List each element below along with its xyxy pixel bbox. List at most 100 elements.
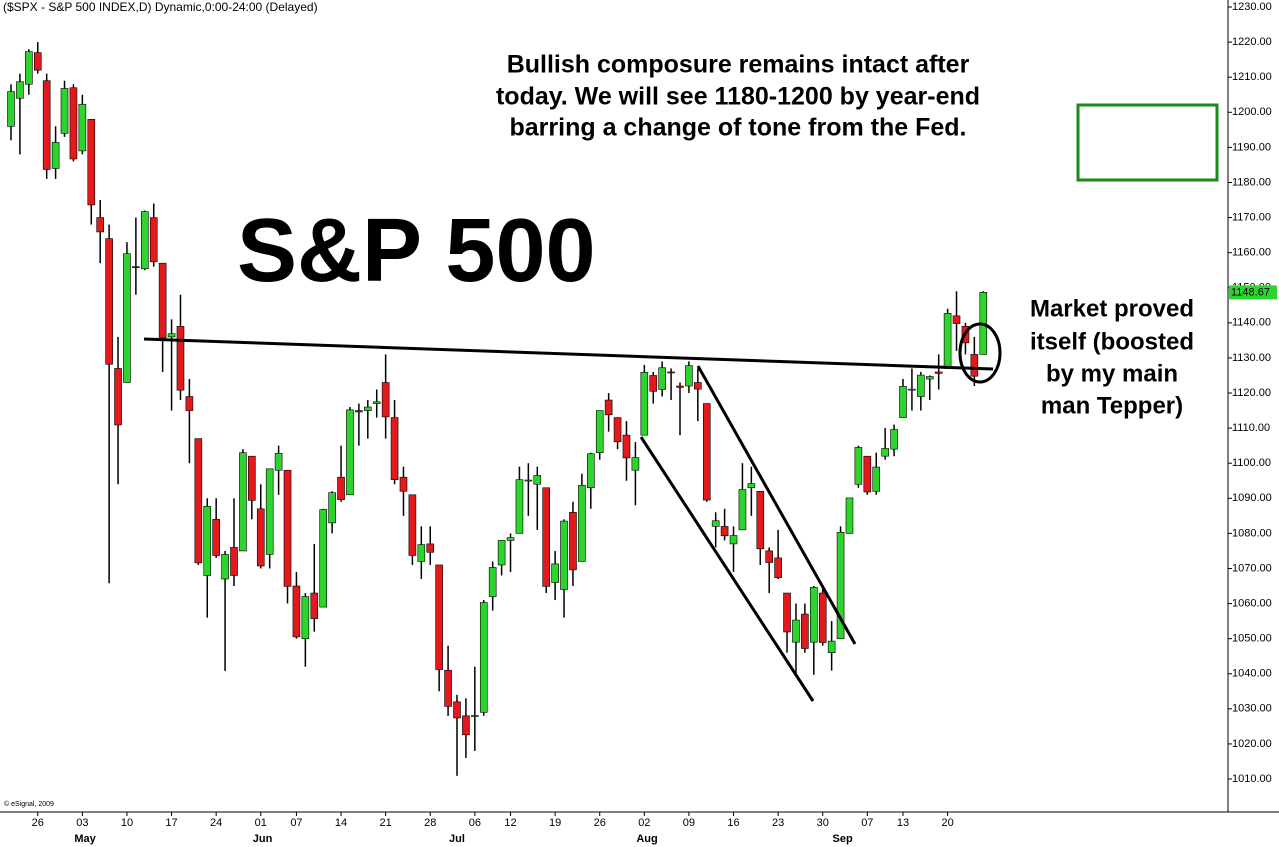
candle-body [578,485,586,562]
x-tick-label: 19 [549,817,561,829]
x-tick-label: 16 [727,817,739,829]
candle-body [792,619,800,643]
candle-body [729,535,738,545]
candle-body [783,592,791,633]
y-tick-label: 1100.00 [1232,457,1271,469]
x-tick-label: 07 [290,817,302,829]
month-label: Sep [833,833,853,845]
x-tick-label: 24 [210,817,222,829]
month-label: Jul [449,833,465,845]
candle-body [551,563,559,583]
y-tick-label: 1190.00 [1232,141,1271,153]
neckline [143,337,994,371]
candle-body [328,492,336,524]
y-tick-label: 1110.00 [1232,422,1270,434]
y-tick-label: 1030.00 [1232,703,1272,715]
candle-body [337,476,345,500]
candle-body [845,497,854,534]
candle-body [738,489,747,531]
candle-body [390,417,399,480]
candle-body [604,399,613,416]
candle-body [346,409,354,496]
candle-body [42,80,51,170]
candle-body [560,520,568,590]
note-line: barring a change of tone from the Fed. [510,114,967,142]
candle-body [631,457,640,471]
candle-body [881,448,889,457]
note-line: Bullish composure remains intact after [507,51,970,79]
candle-body [176,326,185,391]
y-tick-label: 1080.00 [1232,527,1272,539]
candle-body [854,447,863,485]
candle-body [7,91,15,127]
last-price-label: 1148.67 [1231,286,1270,298]
candle-body [265,468,274,555]
candle-body [212,519,220,556]
y-tick-label: 1200.00 [1232,106,1272,118]
x-tick-label: 03 [76,817,88,829]
candle-body [524,479,533,482]
candle-body [408,494,417,556]
y-tick-label: 1230.00 [1232,1,1272,13]
candle-body [952,315,961,324]
y-tick-label: 1210.00 [1232,71,1272,83]
candle-body [239,452,247,552]
candle-body [863,455,872,493]
candle-body [399,476,408,492]
candle-body [613,417,622,443]
candle-body [51,142,60,169]
candle-body [25,51,33,85]
candle-body [908,388,916,391]
candle-body [256,508,265,567]
month-label: Jun [253,833,273,845]
y-tick-label: 1050.00 [1232,633,1272,645]
candle-body [774,557,782,578]
candle-body [444,669,452,707]
y-tick-label: 1160.00 [1232,247,1271,259]
candle-body [185,396,194,411]
heading: S&P 500 [237,201,596,301]
note-line: today. We will see 1180-1200 by year-end [496,83,980,111]
x-tick-label: 28 [424,817,436,829]
candle-body [676,385,684,388]
side-note-line: itself (boosted [1030,328,1194,355]
side-note-line: Market proved [1030,295,1194,322]
candle-body [720,526,729,537]
candle-body [274,453,283,471]
candle-body [622,434,631,459]
x-tick-label: 02 [638,817,650,829]
candle-body [765,550,774,563]
candle-body [515,479,524,534]
x-tick-label: 10 [121,817,133,829]
candle-body [479,602,488,713]
candle-body [230,547,238,576]
candle-body [435,564,443,670]
candle-body [149,217,158,263]
x-tick-label: 07 [861,817,873,829]
candle-body [33,52,42,71]
month-label: May [74,833,96,845]
x-tick-label: 21 [380,817,392,829]
candle-body [542,487,551,587]
candle-body [836,532,845,639]
candle-body [283,469,292,587]
chart-title: ($SPX - S&P 500 INDEX,D) Dynamic,0:00-24… [3,0,318,14]
highlight-circle [958,322,1002,384]
candle-body [747,483,756,489]
candle-body [417,544,426,562]
candle-body [221,554,229,580]
candle-body [301,596,310,639]
y-tick-label: 1140.00 [1232,317,1271,329]
x-tick-label: 01 [255,817,267,829]
candle-body [158,262,167,339]
x-tick-label: 26 [32,817,44,829]
last-price-tag [1229,285,1277,300]
candle-body [658,367,666,390]
candle-body [667,371,675,374]
y-tick-label: 1220.00 [1232,36,1272,48]
y-tick-label: 1060.00 [1232,597,1272,609]
x-tick-label: 23 [772,817,784,829]
candle-body [595,410,604,453]
